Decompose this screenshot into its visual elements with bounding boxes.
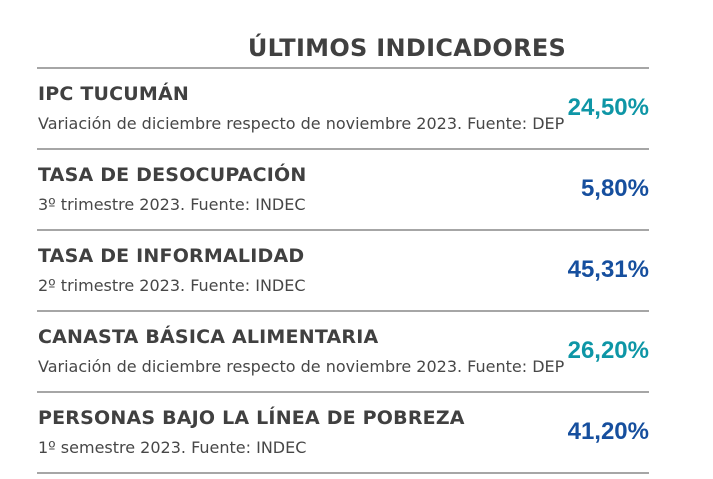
- indicator-row-linea-pobreza: PERSONAS BAJO LA LÍNEA DE POBREZA 1º sem…: [37, 393, 649, 474]
- indicator-value: 41,20%: [567, 418, 649, 445]
- page-title: ÚLTIMOS INDICADORES: [247, 34, 567, 62]
- indicator-text: TASA DE DESOCUPACIÓN 3º trimestre 2023. …: [38, 164, 571, 214]
- indicator-name: CANASTA BÁSICA ALIMENTARIA: [38, 326, 379, 348]
- indicator-detail: 2º trimestre 2023. Fuente: INDEC: [38, 276, 306, 295]
- indicator-name: IPC TUCUMÁN: [38, 83, 190, 105]
- latest-indicators-widget: ÚLTIMOS INDICADORES IPC TUCUMÁN Variació…: [37, 0, 649, 474]
- indicator-text: TASA DE INFORMALIDAD 2º trimestre 2023. …: [38, 245, 558, 295]
- indicator-name: TASA DE DESOCUPACIÓN: [38, 164, 307, 186]
- indicator-name: TASA DE INFORMALIDAD: [38, 245, 305, 267]
- indicator-value: 45,31%: [567, 256, 649, 283]
- indicator-list: IPC TUCUMÁN Variación de diciembre respe…: [37, 67, 649, 474]
- indicator-detail: Variación de diciembre respecto de novie…: [38, 357, 565, 376]
- indicator-detail: Variación de diciembre respecto de novie…: [38, 114, 565, 133]
- indicator-row-ipc-tucuman: IPC TUCUMÁN Variación de diciembre respe…: [37, 69, 649, 150]
- indicator-value: 24,50%: [567, 94, 649, 121]
- indicator-name: PERSONAS BAJO LA LÍNEA DE POBREZA: [38, 407, 465, 429]
- indicator-text: PERSONAS BAJO LA LÍNEA DE POBREZA 1º sem…: [38, 407, 558, 457]
- indicator-row-tasa-informalidad: TASA DE INFORMALIDAD 2º trimestre 2023. …: [37, 231, 649, 312]
- indicator-detail: 3º trimestre 2023. Fuente: INDEC: [38, 195, 306, 214]
- indicator-detail: 1º semestre 2023. Fuente: INDEC: [38, 438, 307, 457]
- indicator-value: 26,20%: [567, 337, 649, 364]
- indicator-value: 5,80%: [580, 175, 649, 202]
- indicator-text: CANASTA BÁSICA ALIMENTARIA Variación de …: [38, 326, 565, 376]
- indicator-row-canasta-basica: CANASTA BÁSICA ALIMENTARIA Variación de …: [37, 312, 649, 393]
- indicator-text: IPC TUCUMÁN Variación de diciembre respe…: [38, 83, 565, 133]
- indicator-row-tasa-desocupacion: TASA DE DESOCUPACIÓN 3º trimestre 2023. …: [37, 150, 649, 231]
